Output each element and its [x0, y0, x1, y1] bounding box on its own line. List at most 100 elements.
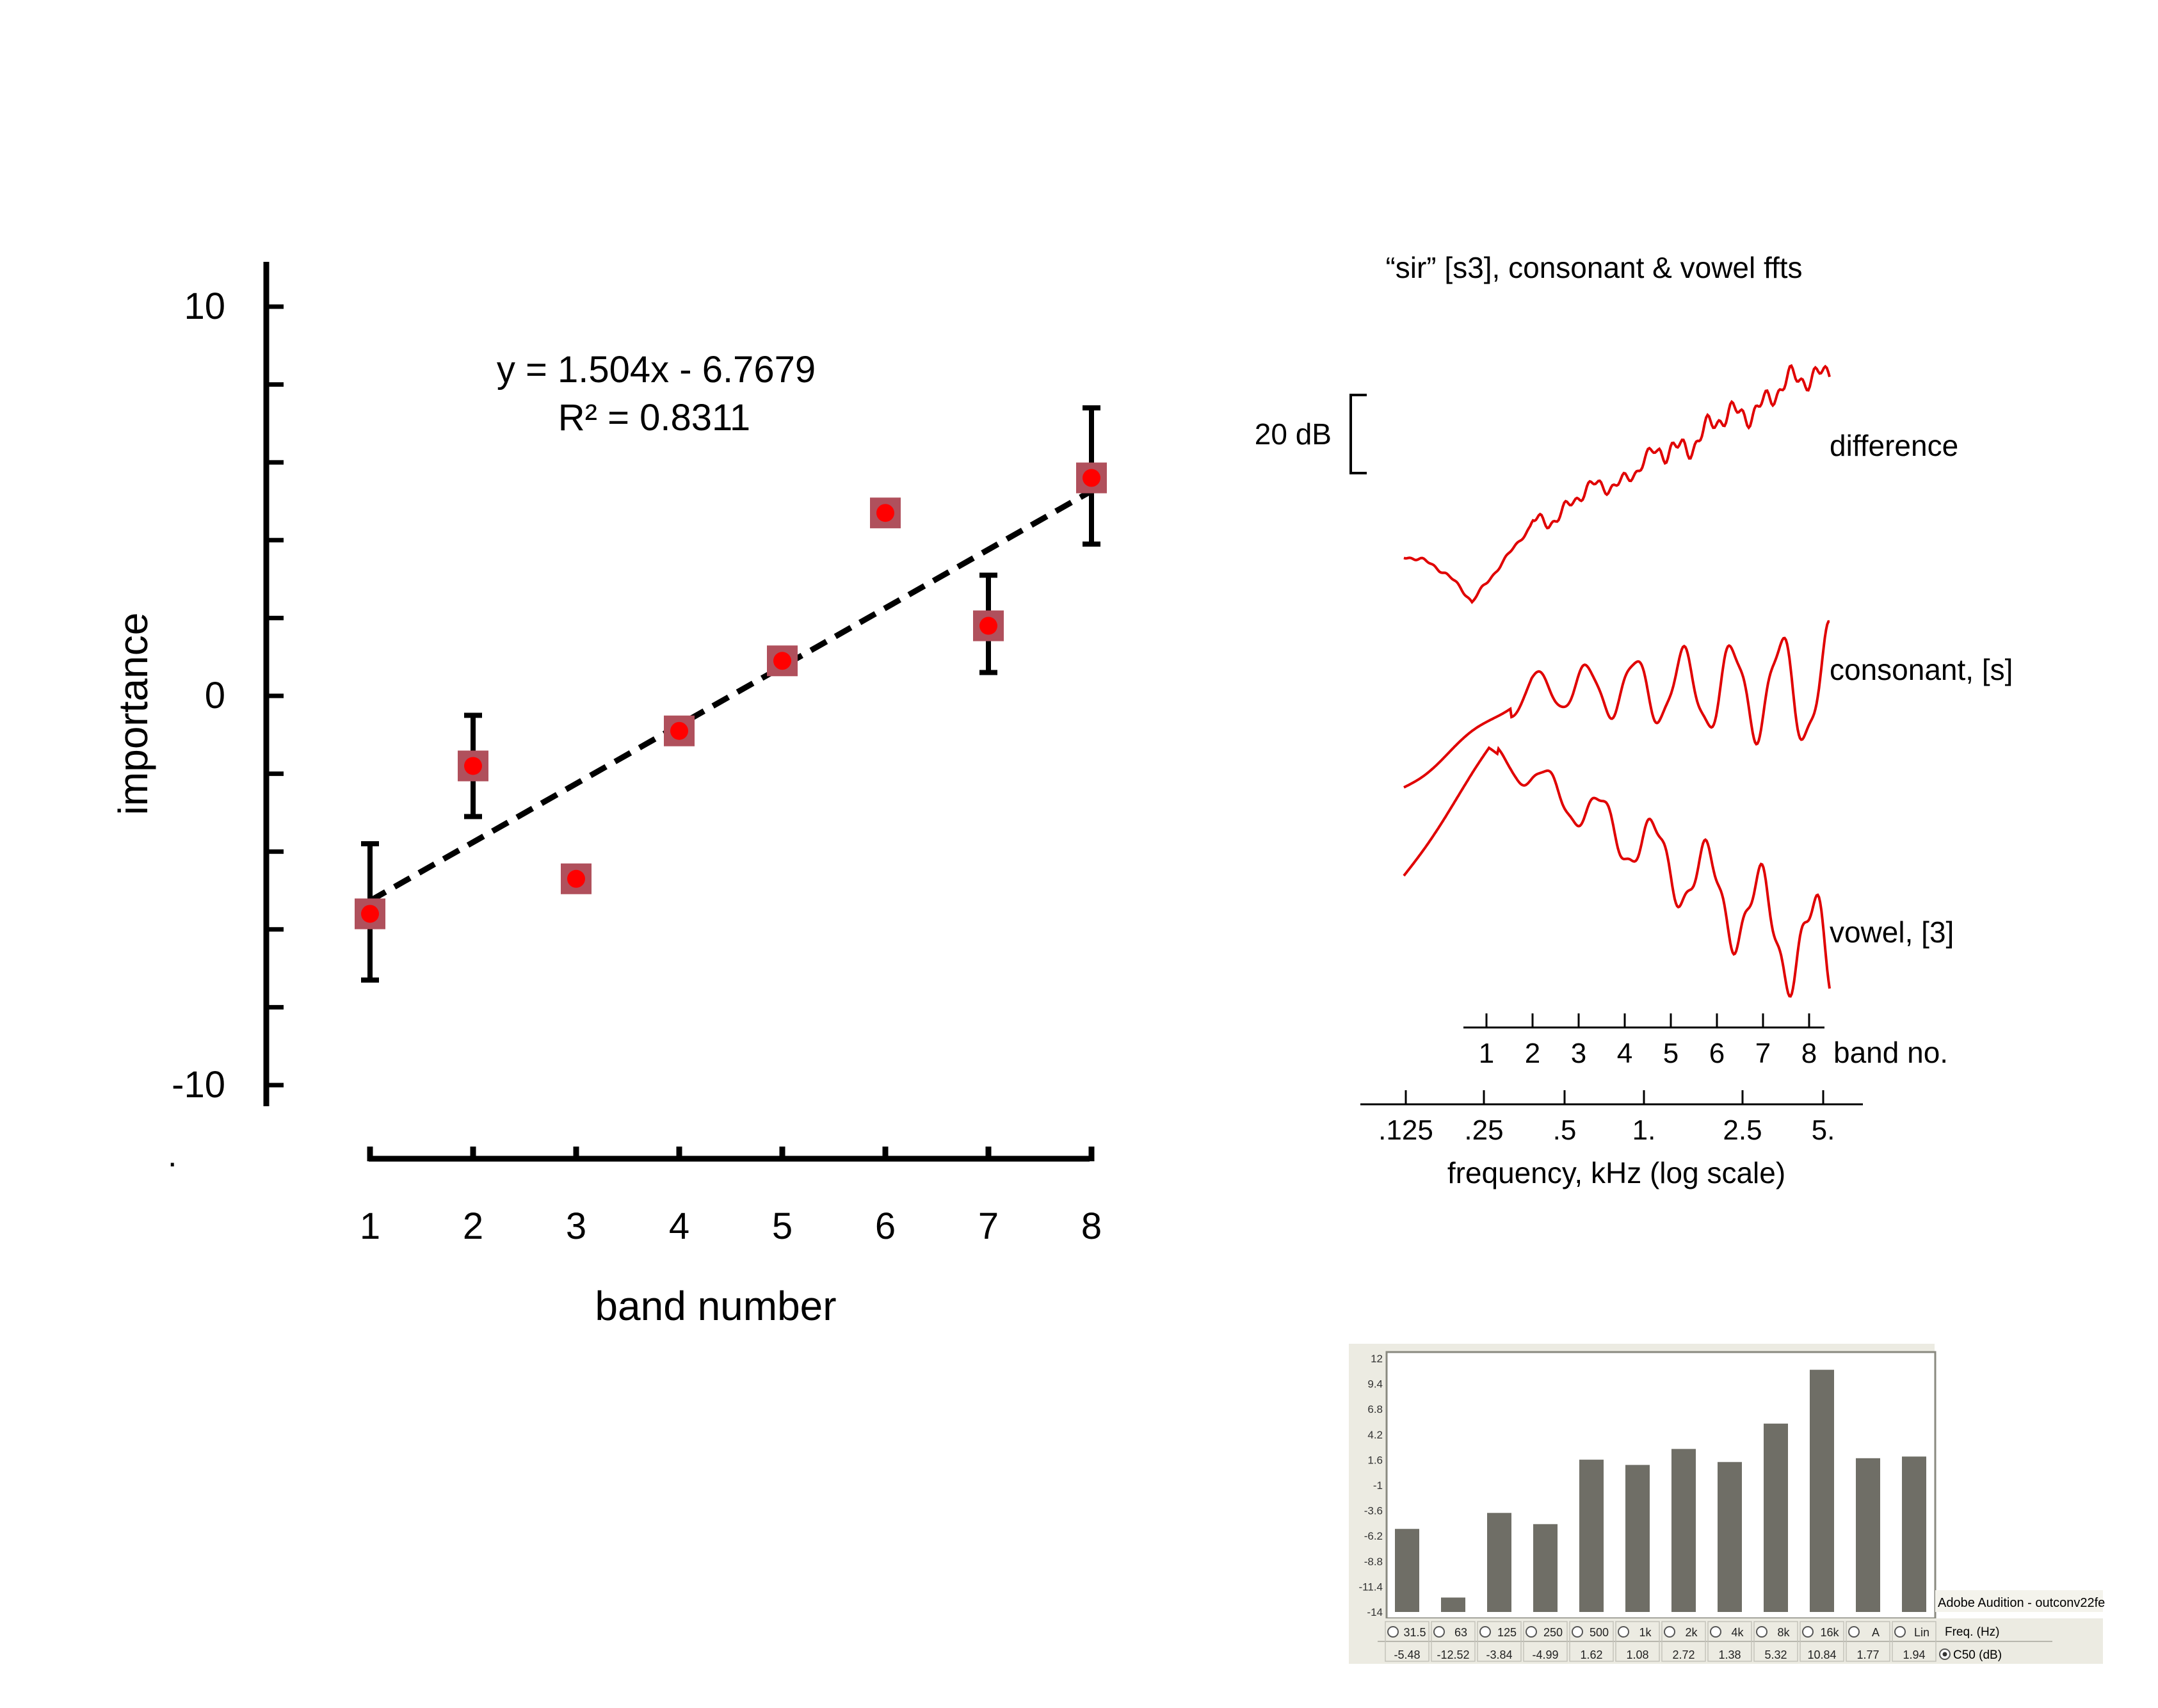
- eq-band-label: 63: [1454, 1626, 1467, 1639]
- eq-bar: [1579, 1460, 1604, 1612]
- eq-y-tick-label: 4.2: [1367, 1429, 1383, 1441]
- eq-table-cell: [1569, 1621, 1614, 1662]
- band-tick-label: 8: [1801, 1038, 1817, 1069]
- eq-band-label: Lin: [1914, 1626, 1929, 1639]
- eq-band-label: 2k: [1685, 1626, 1698, 1639]
- eq-band-radio[interactable]: [1572, 1626, 1583, 1638]
- eq-table-cell: [1615, 1621, 1660, 1662]
- eq-freq-label: Freq. (Hz): [1945, 1625, 2000, 1639]
- eq-bar: [1441, 1597, 1465, 1612]
- eq-band-radio[interactable]: [1710, 1626, 1721, 1638]
- eq-band-radio[interactable]: [1848, 1626, 1860, 1638]
- x-tick-label: 6: [875, 1205, 896, 1247]
- eq-y-tick-label: -3.6: [1364, 1505, 1383, 1517]
- x-tick-label: 7: [978, 1205, 999, 1247]
- freq-axis-label: frequency, kHz (log scale): [1447, 1156, 1785, 1189]
- x-tick-label: 1: [360, 1205, 380, 1247]
- freq-tick-label: 1.: [1632, 1115, 1656, 1146]
- eq-table-cell: [1477, 1621, 1522, 1662]
- eq-app-label: Adobe Audition - outconv22fe: [1938, 1596, 2105, 1610]
- eq-bar: [1533, 1524, 1558, 1612]
- eq-bar: [1625, 1465, 1650, 1612]
- eq-table-cell: [1753, 1621, 1798, 1662]
- eq-band-label: 4k: [1731, 1626, 1744, 1639]
- band-tick-label: 7: [1755, 1038, 1771, 1069]
- x-tick-label: 3: [566, 1205, 586, 1247]
- eq-band-label: 500: [1590, 1626, 1609, 1639]
- y-tick-label-minus10: -10: [172, 1064, 225, 1106]
- eq-c50-radio-dot: [1942, 1652, 1947, 1657]
- eq-bar: [1395, 1529, 1419, 1612]
- eq-band-radio[interactable]: [1387, 1626, 1399, 1638]
- y-tick-label-0: 0: [205, 675, 225, 716]
- eq-app-label-box: [1935, 1590, 2103, 1612]
- eq-band-label: 31.5: [1403, 1626, 1426, 1639]
- eq-table-cell: [1523, 1621, 1568, 1662]
- eq-band-radio[interactable]: [1479, 1626, 1491, 1638]
- eq-bar: [1764, 1423, 1788, 1612]
- regression-equation: y = 1.504x - 6.7679: [497, 349, 816, 391]
- series-label-vowel: vowel, [3]: [1830, 915, 1954, 949]
- band-tick-label: 5: [1663, 1038, 1679, 1069]
- equalizer-screenshot: 12 9.4 6.8 4.2 1.6 -1 -3.6 -6.2 -8.8 -11.4 -14 Ado…: [1349, 1344, 2105, 1664]
- band-tick-label: 6: [1709, 1038, 1725, 1069]
- scale-bar-label: 20 dB: [1255, 417, 1332, 451]
- eq-band-radio[interactable]: [1526, 1626, 1537, 1638]
- eq-table-cell: [1385, 1621, 1429, 1662]
- eq-band-label: 1k: [1639, 1626, 1652, 1639]
- eq-band-radio[interactable]: [1756, 1626, 1767, 1638]
- data-point: [876, 504, 894, 522]
- fit-trendline: [368, 488, 1093, 903]
- freq-tick-label: 2.5: [1723, 1115, 1762, 1146]
- eq-band-value: -12.52: [1437, 1648, 1469, 1661]
- eq-band-label: 250: [1543, 1626, 1563, 1639]
- eq-table-cell: [1800, 1621, 1844, 1662]
- footnote-dot: .: [168, 1137, 177, 1174]
- eq-table-cell: [1846, 1621, 1890, 1662]
- eq-band-value: 1.38: [1718, 1648, 1741, 1661]
- band-tick-label: 2: [1525, 1038, 1540, 1069]
- eq-y-tick-label: 12: [1371, 1353, 1383, 1365]
- eq-bar: [1810, 1369, 1834, 1612]
- eq-unit-label: C50 (dB): [1953, 1648, 2002, 1662]
- x-tick-label: 2: [463, 1205, 483, 1247]
- eq-y-tick-label: 6.8: [1367, 1403, 1383, 1415]
- eq-band-value: 5.32: [1764, 1648, 1787, 1661]
- eq-band-radio[interactable]: [1433, 1626, 1445, 1638]
- eq-bar: [1718, 1462, 1742, 1612]
- eq-table-cell: [1661, 1621, 1706, 1662]
- x-axis-label: band number: [595, 1283, 836, 1329]
- y-axis-label: importance: [110, 613, 156, 816]
- eq-band-value: 2.72: [1672, 1648, 1695, 1661]
- x-tick-label: 5: [772, 1205, 793, 1247]
- eq-y-tick-label: -6.2: [1364, 1530, 1383, 1542]
- x-tick-label: 4: [669, 1205, 689, 1247]
- eq-band-value: 1.94: [1903, 1648, 1925, 1661]
- series-label-consonant: consonant, [s]: [1830, 653, 2013, 686]
- eq-band-radio[interactable]: [1894, 1626, 1906, 1638]
- eq-y-tick-label: -11.4: [1359, 1581, 1383, 1593]
- eq-y-tick-label: -8.8: [1364, 1556, 1383, 1568]
- eq-band-label: 8k: [1777, 1626, 1790, 1639]
- eq-band-radio[interactable]: [1802, 1626, 1814, 1638]
- eq-band-value: -5.48: [1394, 1648, 1420, 1661]
- data-point: [670, 721, 688, 740]
- spectra-title: “sir” [s3], consonant & vowel ffts: [1385, 251, 1802, 284]
- eq-band-radio[interactable]: [1664, 1626, 1675, 1638]
- y-tick-label-10: 10: [184, 286, 225, 327]
- data-point: [464, 757, 482, 775]
- eq-band-label: 16k: [1820, 1626, 1839, 1639]
- eq-bar: [1902, 1456, 1926, 1612]
- freq-tick-label: .25: [1464, 1115, 1503, 1146]
- series-line-difference: [1403, 364, 1831, 604]
- scale-bar-bracket: [1349, 394, 1367, 474]
- eq-y-tick-label: 9.4: [1367, 1378, 1383, 1390]
- series-line-vowel: [1403, 746, 1831, 998]
- eq-band-label: 125: [1497, 1626, 1517, 1639]
- eq-bar: [1671, 1449, 1696, 1612]
- eq-plot-area: [1385, 1351, 1937, 1620]
- eq-table-cell: [1707, 1621, 1752, 1662]
- eq-band-radio[interactable]: [1618, 1626, 1629, 1638]
- band-tick-label: 1: [1479, 1038, 1494, 1069]
